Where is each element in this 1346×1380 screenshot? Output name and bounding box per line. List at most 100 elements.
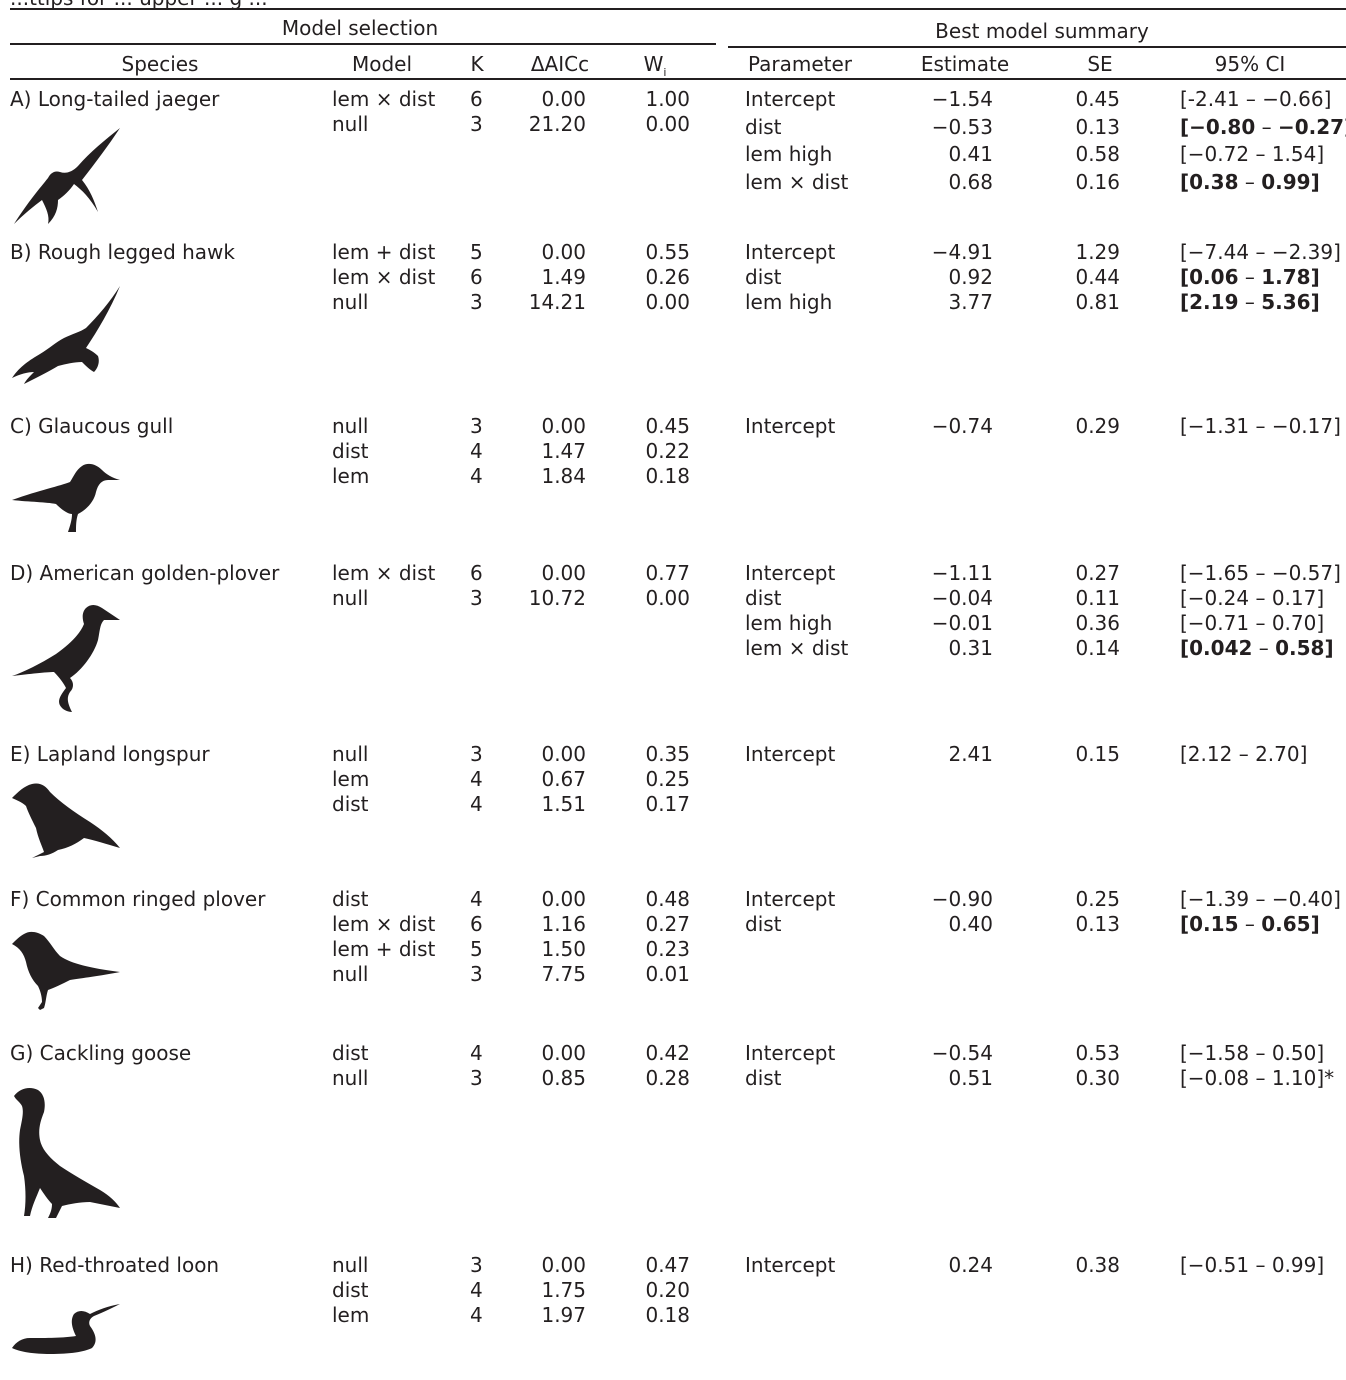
col-header-estimate: Estimate — [920, 52, 1010, 76]
param-parameter-cell: lem high — [745, 142, 833, 166]
param-ci-cell: [-2.41 – −0.66] — [1180, 87, 1331, 112]
param-ci-cell: [0.042 – 0.58] — [1180, 636, 1334, 661]
param-ci-cell: [−1.39 – −0.40] — [1180, 887, 1341, 912]
param-parameter-cell: lem × dist — [745, 636, 849, 660]
ci-upper: −0.66] — [1262, 87, 1332, 111]
model-w-cell: 1.00 — [645, 87, 690, 111]
species-name: H) Red-throated loon — [10, 1253, 220, 1277]
model-k-cell: 3 — [470, 586, 483, 610]
model-daicc-cell: 0.00 — [541, 87, 586, 111]
model-daicc-cell: 1.51 — [541, 792, 586, 816]
col-header-se: SE — [1087, 52, 1113, 76]
hawk-silhouette-icon — [10, 286, 122, 384]
model-w-cell: 0.42 — [645, 1041, 690, 1065]
param-parameter-cell: dist — [745, 1066, 782, 1090]
model-model-cell: lem — [332, 767, 370, 791]
col-header-model: Model — [351, 52, 413, 76]
golden-plover-silhouette-icon — [10, 604, 122, 714]
jaeger-silhouette-icon — [10, 128, 122, 224]
group-header-model-selection: Model selection — [281, 16, 439, 40]
ci-upper: 0.58] — [1275, 636, 1334, 660]
model-daicc-cell: 0.00 — [541, 1041, 586, 1065]
model-model-cell: null — [332, 742, 369, 766]
ci-upper: −0.27] — [1277, 114, 1346, 139]
model-w-cell: 0.23 — [645, 937, 690, 961]
param-se-cell: 0.25 — [1075, 887, 1120, 911]
model-w-cell: 0.48 — [645, 887, 690, 911]
model-w-cell: 0.45 — [645, 414, 690, 438]
model-k-cell: 4 — [470, 792, 483, 816]
header-rule — [10, 78, 1346, 80]
table-caption-fragment: ...ttips for ... upper ... g ... — [10, 0, 268, 10]
ci-dash: – — [1249, 1253, 1272, 1277]
ci-upper: 1.10] — [1271, 1066, 1325, 1090]
ci-dash: – — [1249, 142, 1272, 166]
ci-upper: −0.17] — [1271, 414, 1341, 438]
model-model-cell: null — [332, 1253, 369, 1277]
param-ci-cell: [−0.08 – 1.10]* — [1180, 1066, 1334, 1091]
model-selection-rule — [10, 43, 716, 45]
param-estimate-cell: 3.77 — [948, 290, 993, 314]
ci-lower: [0.06 — [1180, 265, 1239, 289]
model-daicc-cell: 0.00 — [541, 887, 586, 911]
param-ci-cell: [−0.80 – −0.27] — [1180, 115, 1346, 140]
ci-note: * — [1324, 1066, 1335, 1090]
model-daicc-cell: 1.97 — [541, 1303, 586, 1327]
ci-lower: [−7.44 — [1180, 240, 1250, 264]
param-estimate-cell: −0.54 — [931, 1041, 993, 1065]
model-w-cell: 0.28 — [645, 1066, 690, 1090]
ci-dash: – — [1238, 290, 1262, 314]
ci-lower: [2.19 — [1180, 290, 1239, 314]
model-model-cell: dist — [332, 887, 369, 911]
ci-upper: 0.70] — [1271, 611, 1325, 635]
param-estimate-cell: 0.92 — [948, 265, 993, 289]
model-daicc-cell: 1.75 — [541, 1278, 586, 1302]
ci-lower: [−1.58 — [1180, 1041, 1250, 1065]
ci-lower: [−0.71 — [1180, 611, 1250, 635]
ci-upper: 2.70] — [1255, 742, 1308, 766]
param-se-cell: 0.36 — [1075, 611, 1120, 635]
param-ci-cell: [−7.44 – −2.39] — [1180, 240, 1341, 265]
model-w-cell: 0.00 — [645, 586, 690, 610]
model-k-cell: 4 — [470, 887, 483, 911]
model-w-cell: 0.25 — [645, 767, 690, 791]
ci-lower: [−1.31 — [1180, 414, 1250, 438]
species-name: A) Long-tailed jaeger — [10, 87, 220, 111]
ci-lower: [0.042 — [1180, 636, 1253, 660]
model-k-cell: 5 — [470, 937, 483, 961]
longspur-silhouette-icon — [10, 782, 122, 862]
ci-dash: – — [1238, 265, 1262, 289]
ci-lower: [−0.51 — [1180, 1253, 1250, 1277]
model-model-cell: lem × dist — [332, 561, 436, 585]
ci-dash: – — [1249, 561, 1272, 585]
param-parameter-cell: dist — [745, 114, 782, 139]
col-header-parameter: Parameter — [747, 52, 853, 76]
ci-lower: [−1.65 — [1180, 561, 1250, 585]
param-se-cell: 0.15 — [1075, 742, 1120, 766]
ci-upper: 1.54] — [1271, 142, 1325, 166]
param-ci-cell: [2.12 – 2.70] — [1180, 742, 1307, 767]
model-k-cell: 3 — [470, 1066, 483, 1090]
species-name: G) Cackling goose — [10, 1041, 192, 1065]
species-name: C) Glaucous gull — [10, 414, 174, 438]
param-se-cell: 0.45 — [1075, 87, 1120, 111]
ci-lower: [−0.24 — [1180, 586, 1250, 610]
ci-lower: [0.15 — [1180, 912, 1239, 936]
model-k-cell: 3 — [470, 1253, 483, 1277]
model-daicc-cell: 1.16 — [541, 912, 586, 936]
model-k-cell: 4 — [470, 1041, 483, 1065]
model-daicc-cell: 0.00 — [541, 1253, 586, 1277]
species-name: F) Common ringed plover — [10, 887, 266, 911]
model-daicc-cell: 10.72 — [528, 586, 586, 610]
param-ci-cell: [0.06 – 1.78] — [1180, 265, 1320, 290]
ci-dash: – — [1249, 414, 1272, 438]
ci-dash: – — [1238, 169, 1262, 194]
ci-upper: 0.17] — [1271, 586, 1325, 610]
model-daicc-cell: 21.20 — [528, 112, 586, 136]
param-se-cell: 0.81 — [1075, 290, 1120, 314]
ci-lower: [−1.39 — [1180, 887, 1250, 911]
param-ci-cell: [−1.31 – −0.17] — [1180, 414, 1341, 439]
ci-lower: [−0.72 — [1180, 142, 1250, 166]
model-k-cell: 6 — [470, 561, 483, 585]
model-w-cell: 0.00 — [645, 112, 690, 136]
